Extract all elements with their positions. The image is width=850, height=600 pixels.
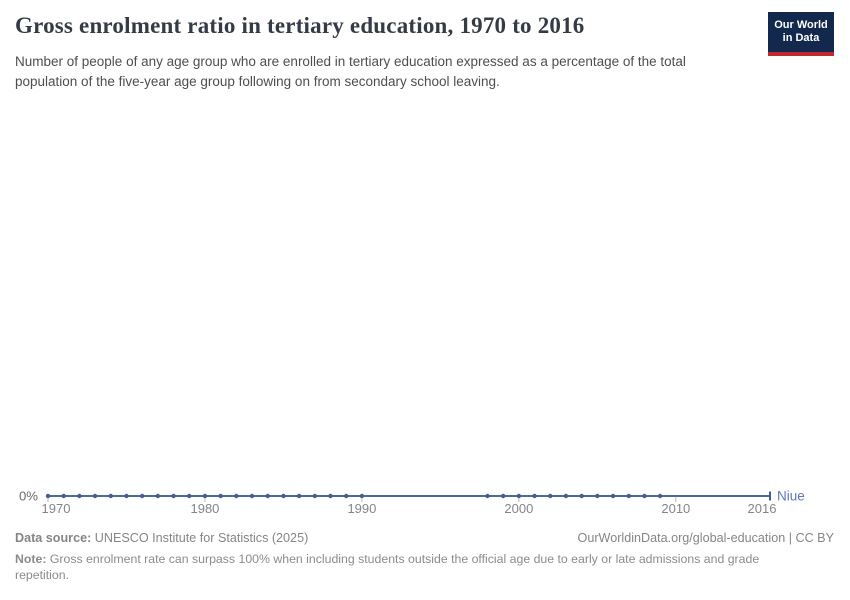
svg-text:1990: 1990 — [347, 501, 376, 516]
owid-logo-line2: in Data — [782, 32, 820, 44]
svg-text:2016: 2016 — [748, 501, 777, 516]
data-source-label: Data source: — [15, 531, 92, 545]
svg-text:2010: 2010 — [661, 501, 690, 516]
chart-svg: 1970 1980 1990 2000 2010 2016 0% Niue — [19, 489, 805, 517]
owid-logo-line1: Our World — [774, 19, 828, 31]
note-text: Gross enrolment rate can surpass 100% wh… — [15, 552, 760, 582]
page-title: Gross enrolment ratio in tertiary educat… — [15, 13, 585, 38]
svg-text:2000: 2000 — [504, 501, 533, 516]
svg-text:1970: 1970 — [42, 501, 71, 516]
svg-text:1980: 1980 — [190, 501, 219, 516]
svg-text:0%: 0% — [19, 489, 38, 504]
svg-text:Niue: Niue — [777, 489, 805, 504]
data-source: Data source: UNESCO Institute for Statis… — [15, 531, 308, 546]
note-label: Note: — [15, 552, 47, 566]
chart-subtitle: Number of people of any age group who ar… — [15, 54, 686, 89]
chart-footer: Data source: UNESCO Institute for Statis… — [15, 531, 834, 583]
chart-area: 1970 1980 1990 2000 2010 2016 0% Niue — [0, 476, 850, 521]
data-source-value: UNESCO Institute for Statistics (2025) — [94, 531, 309, 545]
chart-note: Note: Gross enrolment rate can surpass 1… — [15, 552, 777, 583]
owid-logo: Our World in Data — [768, 12, 834, 56]
attribution: OurWorldinData.org/global-education | CC… — [577, 531, 834, 545]
